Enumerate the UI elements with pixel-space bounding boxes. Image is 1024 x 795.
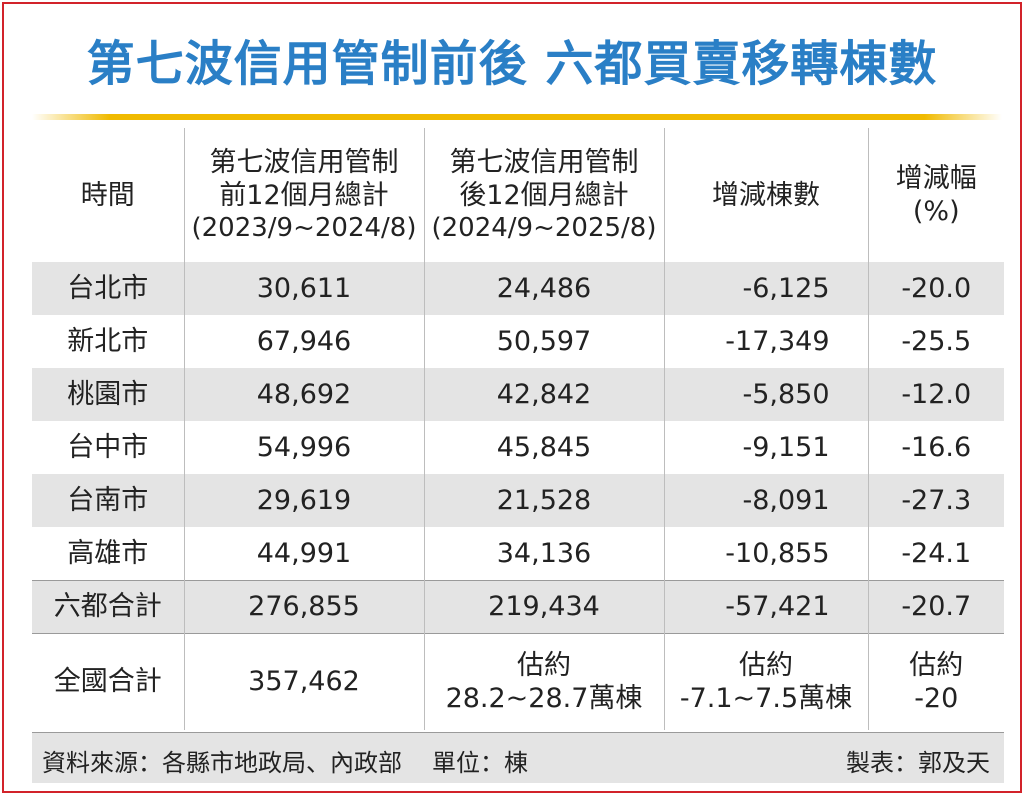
cell-national-before: 357,462 (183, 632, 424, 730)
table-row: 台北市 30,611 24,486 -6,125 -20.0 (32, 262, 1004, 315)
page-title: 第七波信用管制前後 六都買賣移轉棟數 (86, 36, 938, 92)
cell-six-total-label: 六都合計 (32, 579, 184, 633)
cell-after: 42,842 (423, 368, 664, 421)
cell-before: 67,946 (183, 315, 424, 368)
national-change-line2: -7.1~7.5萬棟 (679, 682, 853, 714)
cell-pct: -12.0 (867, 368, 1004, 421)
cell-six-total-before: 276,855 (183, 579, 424, 633)
header-before: 第七波信用管制 前12個月總計 (2023/9~2024/8) (183, 128, 424, 262)
cell-national-pct: 估約 -20 (867, 632, 1004, 730)
cell-before: 29,619 (183, 474, 424, 527)
header-pct: 增減幅 (%) (867, 128, 1004, 262)
title-underline (32, 114, 1002, 120)
header-time: 時間 (32, 128, 184, 262)
cell-six-total-pct: -20.7 (867, 579, 1004, 633)
table-row: 桃園市 48,692 42,842 -5,850 -12.0 (32, 368, 1004, 421)
cell-change: -9,151 (663, 421, 868, 474)
cell-before: 54,996 (183, 421, 424, 474)
cell-city: 台南市 (32, 474, 184, 527)
cell-change: -17,349 (663, 315, 868, 368)
header-after: 第七波信用管制 後12個月總計 (2024/9~2025/8) (423, 128, 664, 262)
national-total-row: 全國合計 357,462 估約 28.2~28.7萬棟 估約 -7.1~7.5萬… (32, 632, 1004, 730)
source-text: 資料來源：各縣市地政局、內政部 (42, 749, 402, 777)
footer-bar: 資料來源：各縣市地政局、內政部 單位：棟 製表：郭及天 (32, 732, 1004, 783)
cell-after: 45,845 (423, 421, 664, 474)
header-after-line1: 第七波信用管制 (449, 146, 639, 178)
table-row: 台南市 29,619 21,528 -8,091 -27.3 (32, 474, 1004, 527)
six-total-row: 六都合計 276,855 219,434 -57,421 -20.7 (32, 579, 1004, 633)
table-row: 高雄市 44,991 34,136 -10,855 -24.1 (32, 527, 1004, 580)
header-pct-line1: 增減幅 (895, 163, 977, 194)
cell-after: 24,486 (423, 262, 664, 315)
header-after-line2: 後12個月總計 (459, 179, 629, 211)
cell-six-total-after: 219,434 (423, 579, 664, 633)
national-change-line1: 估約 (739, 649, 793, 681)
national-after-line1: 估約 (517, 649, 571, 681)
cell-after: 21,528 (423, 474, 664, 527)
cell-pct: -27.3 (867, 474, 1004, 527)
transfer-table: 時間 第七波信用管制 前12個月總計 (2023/9~2024/8) 第七波信用… (32, 128, 1004, 730)
header-pct-line2: (%) (912, 196, 960, 227)
cell-before: 44,991 (183, 527, 424, 580)
table-row: 台中市 54,996 45,845 -9,151 -16.6 (32, 421, 1004, 474)
cell-national-change: 估約 -7.1~7.5萬棟 (663, 632, 868, 730)
header-change: 增減棟數 (663, 128, 868, 262)
cell-pct: -16.6 (867, 421, 1004, 474)
unit-text: 單位：棟 (432, 749, 528, 777)
cell-national-label: 全國合計 (32, 632, 184, 730)
maker-credit: 製表：郭及天 (846, 749, 990, 777)
table-row: 新北市 67,946 50,597 -17,349 -25.5 (32, 315, 1004, 368)
cell-city: 新北市 (32, 315, 184, 368)
header-before-line3: (2023/9~2024/8) (191, 212, 417, 243)
cell-city: 台北市 (32, 262, 184, 315)
cell-pct: -20.0 (867, 262, 1004, 315)
cell-change: -6,125 (663, 262, 868, 315)
cell-city: 台中市 (32, 421, 184, 474)
header-after-line3: (2024/9~2025/8) (431, 212, 657, 243)
cell-six-total-change: -57,421 (663, 579, 868, 633)
cell-change: -8,091 (663, 474, 868, 527)
header-row: 時間 第七波信用管制 前12個月總計 (2023/9~2024/8) 第七波信用… (32, 128, 1004, 262)
cell-pct: -24.1 (867, 527, 1004, 580)
cell-before: 30,611 (183, 262, 424, 315)
national-pct-line1: 估約 (909, 649, 964, 681)
cell-city: 桃園市 (32, 368, 184, 421)
footer-source-note: 資料來源：各縣市地政局、內政部 單位：棟 (42, 743, 528, 778)
cell-before: 48,692 (183, 368, 424, 421)
header-before-line1: 第七波信用管制 (209, 146, 399, 178)
cell-change: -10,855 (663, 527, 868, 580)
cell-after: 50,597 (423, 315, 664, 368)
header-before-line2: 前12個月總計 (219, 179, 389, 211)
national-pct-line2: -20 (914, 682, 959, 714)
cell-city: 高雄市 (32, 527, 184, 580)
cell-after: 34,136 (423, 527, 664, 580)
national-after-line2: 28.2~28.7萬棟 (445, 682, 643, 714)
cell-national-after: 估約 28.2~28.7萬棟 (423, 632, 664, 730)
cell-change: -5,850 (663, 368, 868, 421)
cell-pct: -25.5 (867, 315, 1004, 368)
